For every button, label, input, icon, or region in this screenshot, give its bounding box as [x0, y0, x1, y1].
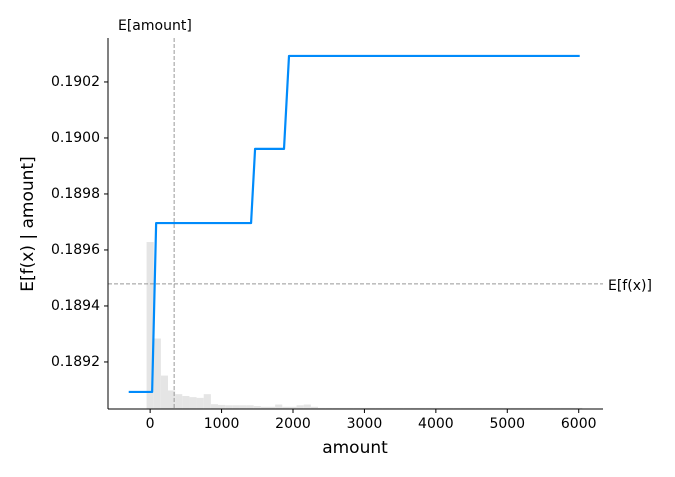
x-tick-label: 6000 [561, 416, 597, 432]
histogram-bar [282, 406, 290, 409]
histogram-bar [232, 405, 240, 409]
histogram-bar [482, 407, 490, 409]
x-tick-label: 0 [146, 416, 155, 432]
histogram-bar [168, 390, 176, 409]
histogram-bar [503, 407, 511, 409]
axes: 0 1000 2000 3000 4000 5000 6000 0.1892 0.1894 0.1… [51, 38, 603, 432]
histogram-bar [296, 405, 304, 409]
histogram-bar [246, 405, 254, 409]
histogram [146, 242, 583, 409]
histogram-bar [418, 407, 426, 409]
histogram-bar [153, 338, 161, 409]
x-tick-label: 1000 [204, 416, 240, 432]
histogram-bar [353, 407, 361, 409]
histogram-bar [225, 405, 233, 409]
reference-hline-label: E[f(x)] [608, 278, 652, 294]
y-axis-label: E[f(x) | amount] [18, 156, 38, 291]
histogram-bar [260, 406, 268, 409]
histogram-bar [146, 242, 154, 409]
histogram-bar [160, 375, 168, 409]
histogram-bar [546, 407, 554, 409]
histogram-bar [525, 407, 533, 409]
lines [128, 54, 580, 394]
y-tick-label: 0.1900 [51, 130, 100, 146]
histogram-bar [325, 407, 333, 409]
line [128, 54, 580, 394]
histogram-bar [196, 397, 204, 409]
histogram-bar [453, 407, 461, 409]
histogram-bar [410, 407, 418, 409]
histogram-bar [396, 407, 404, 409]
histogram-bar [253, 406, 261, 409]
reference-lines: E[f(x)] E[amount] [108, 18, 652, 409]
histogram-bar [289, 406, 297, 409]
histogram-bar [432, 407, 440, 409]
histogram-bar [489, 407, 497, 409]
histogram-bar [460, 407, 468, 409]
histogram-bar [339, 407, 347, 409]
histogram-bar [375, 407, 383, 409]
histogram-bar [318, 407, 326, 409]
histogram-bar [332, 407, 340, 409]
y-tick-label: 0.1894 [51, 298, 100, 314]
histogram-bar [568, 407, 576, 409]
x-tick-label: 5000 [489, 416, 525, 432]
histogram-bar [275, 404, 283, 409]
histogram-bar [425, 407, 433, 409]
histogram-bar [553, 407, 561, 409]
histogram-bar [389, 407, 397, 409]
histogram-bar [210, 404, 218, 409]
y-tick-label: 0.1902 [51, 74, 100, 90]
histogram-bar [182, 396, 190, 409]
x-axis-label: amount [322, 438, 388, 458]
histogram-bar [203, 394, 211, 409]
histogram-bar [368, 407, 376, 409]
histogram-bar [268, 406, 276, 409]
histogram-bar [310, 406, 318, 409]
histogram-bar [439, 407, 447, 409]
x-tick-label: 2000 [275, 416, 311, 432]
histogram-bar [175, 394, 183, 409]
histogram-bar [346, 407, 354, 409]
reference-vline-label: E[amount] [118, 18, 192, 34]
histogram-bar [532, 407, 540, 409]
histogram-bar [239, 405, 247, 409]
histogram-bar [475, 407, 483, 409]
histogram-bar [189, 397, 197, 409]
histogram-bar [360, 407, 368, 409]
histogram-bar [575, 407, 583, 409]
histogram-bar [560, 407, 568, 409]
y-tick-label: 0.1896 [51, 242, 100, 258]
y-tick-label: 0.1898 [51, 186, 100, 202]
histogram-bar [218, 404, 226, 409]
histogram-bar [382, 407, 390, 409]
histogram-bar [518, 407, 526, 409]
x-tick-label: 4000 [418, 416, 454, 432]
x-tick-label: 3000 [347, 416, 383, 432]
histogram-bar [468, 407, 476, 409]
histogram-bar [403, 407, 411, 409]
histogram-bar [510, 407, 518, 409]
histogram-bar [539, 407, 547, 409]
histogram-bar [303, 404, 311, 409]
histogram-bar [446, 407, 454, 409]
y-tick-label: 0.1892 [51, 354, 100, 370]
histogram-bar [496, 407, 504, 409]
